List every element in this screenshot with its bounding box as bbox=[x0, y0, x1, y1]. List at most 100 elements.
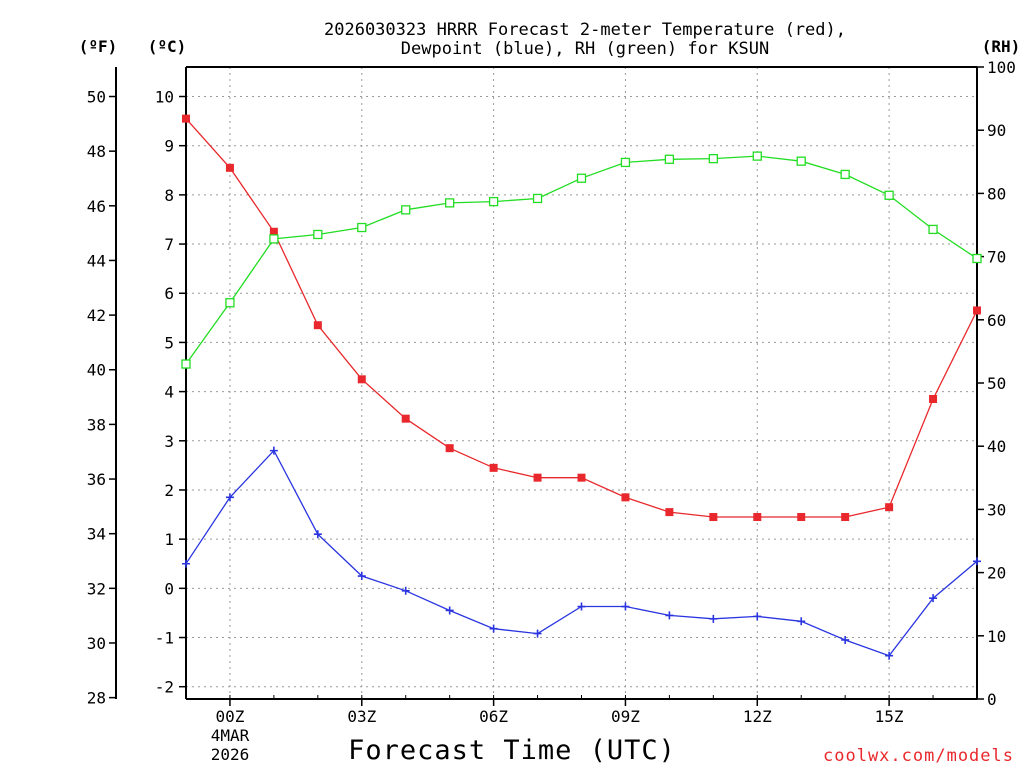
celsius-tick-label: 5 bbox=[164, 333, 174, 352]
rh-tick-label: 50 bbox=[987, 374, 1006, 393]
dewpoint-point bbox=[357, 572, 366, 581]
fahrenheit-tick-label: 42 bbox=[87, 306, 106, 325]
temperature-point bbox=[797, 513, 806, 522]
dewpoint-point bbox=[841, 635, 850, 644]
date-label-day: 4MAR bbox=[211, 726, 250, 745]
celsius-tick-label: -2 bbox=[155, 678, 174, 697]
celsius-tick-label: 10 bbox=[155, 88, 174, 107]
celsius-tick-label: -1 bbox=[155, 629, 174, 648]
celsius-tick-label: 0 bbox=[164, 579, 174, 598]
dewpoint-point bbox=[577, 602, 586, 611]
rh-point bbox=[708, 153, 718, 164]
temperature-point bbox=[401, 414, 410, 423]
temperature-point bbox=[709, 513, 718, 522]
temperature-point bbox=[489, 463, 498, 472]
rh-tick-label: 70 bbox=[987, 248, 1006, 267]
dewpoint-point bbox=[753, 612, 762, 621]
temperature-point bbox=[445, 444, 454, 453]
temperature-point bbox=[533, 473, 542, 482]
dewpoint-point bbox=[269, 446, 278, 455]
rh-point bbox=[445, 198, 455, 208]
dewpoint-point bbox=[533, 629, 542, 638]
dewpoint-point bbox=[665, 611, 674, 620]
celsius-tick-label: 2 bbox=[164, 481, 174, 500]
x-tick-label: 15Z bbox=[875, 707, 904, 726]
rh-point bbox=[752, 151, 762, 161]
temperature-point bbox=[929, 394, 938, 403]
credit-label: coolwx.com/models bbox=[823, 746, 1014, 766]
temperature-point bbox=[973, 306, 981, 315]
rh-point bbox=[576, 173, 587, 183]
rh-point bbox=[972, 253, 982, 264]
dewpoint-point bbox=[313, 530, 322, 539]
axes: 283032343638404244464850-2-1012345678910… bbox=[87, 58, 1016, 726]
celsius-tick-label: 1 bbox=[164, 530, 174, 549]
fahrenheit-tick-label: 50 bbox=[87, 88, 106, 107]
rh-tick-label: 40 bbox=[987, 437, 1006, 456]
celsius-tick-label: 9 bbox=[164, 137, 174, 156]
rh-point bbox=[225, 298, 235, 308]
x-tick-label: 09Z bbox=[611, 707, 640, 726]
rh-point bbox=[664, 154, 675, 164]
rh-point bbox=[840, 169, 850, 180]
temperature-point bbox=[269, 227, 278, 236]
fahrenheit-tick-label: 46 bbox=[87, 197, 106, 216]
dewpoint-point bbox=[797, 617, 806, 626]
temperature-point bbox=[357, 375, 366, 384]
dewpoint-point bbox=[182, 559, 190, 568]
rh-point bbox=[357, 222, 367, 233]
series bbox=[181, 114, 982, 660]
celsius-tick-label: 3 bbox=[164, 432, 174, 451]
temperature-point bbox=[885, 503, 894, 512]
temperature-point bbox=[753, 513, 762, 522]
fahrenheit-unit-label: (ºF) bbox=[79, 37, 118, 56]
dewpoint-point bbox=[885, 651, 894, 660]
rh-tick-label: 20 bbox=[987, 564, 1006, 583]
rh-point bbox=[181, 359, 191, 369]
fahrenheit-tick-label: 36 bbox=[87, 470, 106, 489]
fahrenheit-tick-label: 34 bbox=[87, 525, 106, 544]
celsius-unit-label: (ºC) bbox=[148, 37, 187, 56]
celsius-tick-label: 4 bbox=[164, 383, 174, 402]
celsius-tick-label: 8 bbox=[164, 186, 174, 205]
celsius-tick-label: 7 bbox=[164, 235, 174, 254]
x-tick-label: 06Z bbox=[479, 707, 508, 726]
rh-tick-label: 30 bbox=[987, 500, 1006, 519]
chart-title-line1: 2026030323 HRRR Forecast 2-meter Tempera… bbox=[324, 20, 846, 40]
dewpoint-point bbox=[973, 557, 981, 566]
rh-tick-label: 100 bbox=[987, 58, 1016, 77]
temperature-point bbox=[182, 114, 190, 123]
dewpoint-point bbox=[709, 614, 718, 623]
rh-point bbox=[796, 156, 806, 166]
fahrenheit-tick-label: 38 bbox=[87, 415, 106, 434]
rh-tick-label: 60 bbox=[987, 311, 1006, 330]
fahrenheit-tick-label: 48 bbox=[87, 142, 106, 161]
x-tick-label: 00Z bbox=[215, 707, 244, 726]
fahrenheit-tick-label: 28 bbox=[87, 689, 106, 708]
rh-point bbox=[269, 234, 279, 244]
dewpoint-point bbox=[621, 602, 630, 611]
temperature-point bbox=[621, 493, 630, 502]
rh-unit-label: (RH) bbox=[982, 37, 1021, 56]
rh-point bbox=[532, 193, 543, 204]
x-axis-title: Forecast Time (UTC) bbox=[348, 735, 676, 766]
rh-tick-label: 10 bbox=[987, 627, 1006, 646]
celsius-tick-label: 6 bbox=[164, 284, 174, 303]
fahrenheit-tick-label: 32 bbox=[87, 579, 106, 598]
rh-tick-label: 80 bbox=[987, 184, 1006, 203]
rh-point bbox=[401, 205, 411, 215]
chart-title-line2: Dewpoint (blue), RH (green) for KSUN bbox=[401, 39, 769, 59]
temperature-point bbox=[665, 508, 674, 517]
rh-tick-label: 90 bbox=[987, 121, 1006, 140]
dewpoint-point bbox=[489, 624, 498, 633]
temperature-point bbox=[841, 513, 850, 522]
x-tick-label: 12Z bbox=[743, 707, 772, 726]
temperature-point bbox=[577, 473, 586, 482]
rh-point bbox=[488, 196, 499, 207]
date-label-year: 2026 bbox=[211, 745, 250, 764]
dewpoint-point bbox=[225, 493, 234, 502]
rh-point bbox=[313, 229, 323, 240]
x-tick-label: 03Z bbox=[347, 707, 376, 726]
rh-tick-label: 0 bbox=[987, 690, 997, 709]
